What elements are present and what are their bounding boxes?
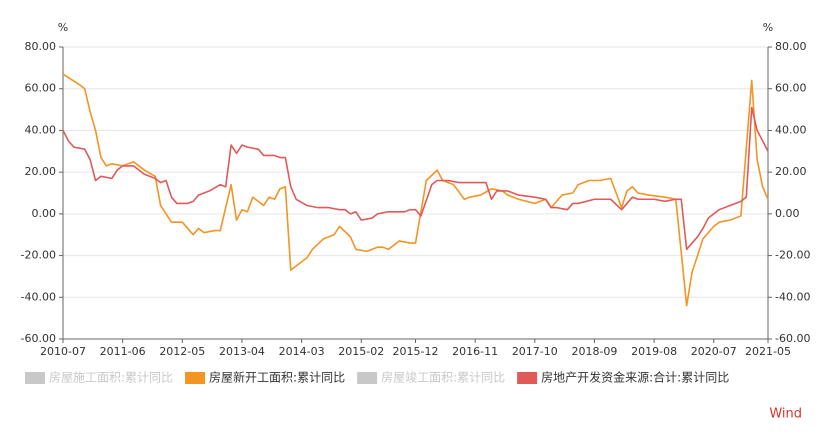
x-tick-label: 2016-11 [452, 345, 498, 358]
x-tick-label: 2011-06 [100, 345, 146, 358]
y2-tick-label: 0.00 [775, 207, 800, 220]
legend-label: 房屋新开工面积:累计同比 [209, 370, 345, 385]
y2-tick-label: -60.00 [775, 332, 810, 345]
y2-tick-label: 60.00 [775, 82, 807, 95]
x-tick-label: 2017-10 [512, 345, 558, 358]
legend-swatch [25, 372, 45, 384]
legend-label: 房屋竣工面积:累计同比 [381, 370, 505, 385]
x-tick-label: 2020-07 [691, 345, 737, 358]
series-line [62, 106, 769, 251]
legend-swatch [517, 372, 538, 384]
y-unit: % [58, 21, 68, 34]
x-tick-label: 2018-09 [571, 345, 617, 358]
y2-tick-label: -40.00 [775, 290, 810, 303]
x-tick-label: 2019-08 [631, 345, 677, 358]
y-tick-label: -40.00 [21, 290, 56, 303]
y2-tick-label: -20.00 [775, 249, 810, 262]
y-tick-label: -20.00 [21, 249, 56, 262]
x-tick-label: 2015-02 [338, 345, 384, 358]
legend-label: 房屋施工面积:累计同比 [49, 370, 173, 385]
legend-label: 房地产开发资金来源:合计:累计同比 [541, 370, 729, 385]
y-tick-label: 0.00 [32, 207, 57, 220]
y2-unit: % [763, 21, 773, 34]
legend-swatch [185, 372, 206, 384]
legend-swatch [357, 372, 378, 384]
series-line [62, 73, 769, 307]
y-tick-label: 40.00 [25, 123, 57, 136]
source: Wind [769, 407, 802, 422]
x-tick-label: 2012-05 [159, 345, 205, 358]
y2-tick-label: 80.00 [775, 40, 807, 53]
x-tick-label: 2013-04 [219, 345, 265, 358]
x-tick-label: 2014-03 [279, 345, 325, 358]
y2-tick-label: 40.00 [775, 123, 807, 136]
y-tick-label: 20.00 [25, 165, 57, 178]
y-tick-label: 80.00 [25, 40, 57, 53]
x-tick-label: 2021-05 [745, 345, 791, 358]
y-tick-label: -60.00 [21, 332, 56, 345]
x-tick-label: 2015-12 [393, 345, 439, 358]
x-tick-label: 2010-07 [40, 345, 86, 358]
y-tick-label: 60.00 [25, 82, 57, 95]
y2-tick-label: 20.00 [775, 165, 807, 178]
